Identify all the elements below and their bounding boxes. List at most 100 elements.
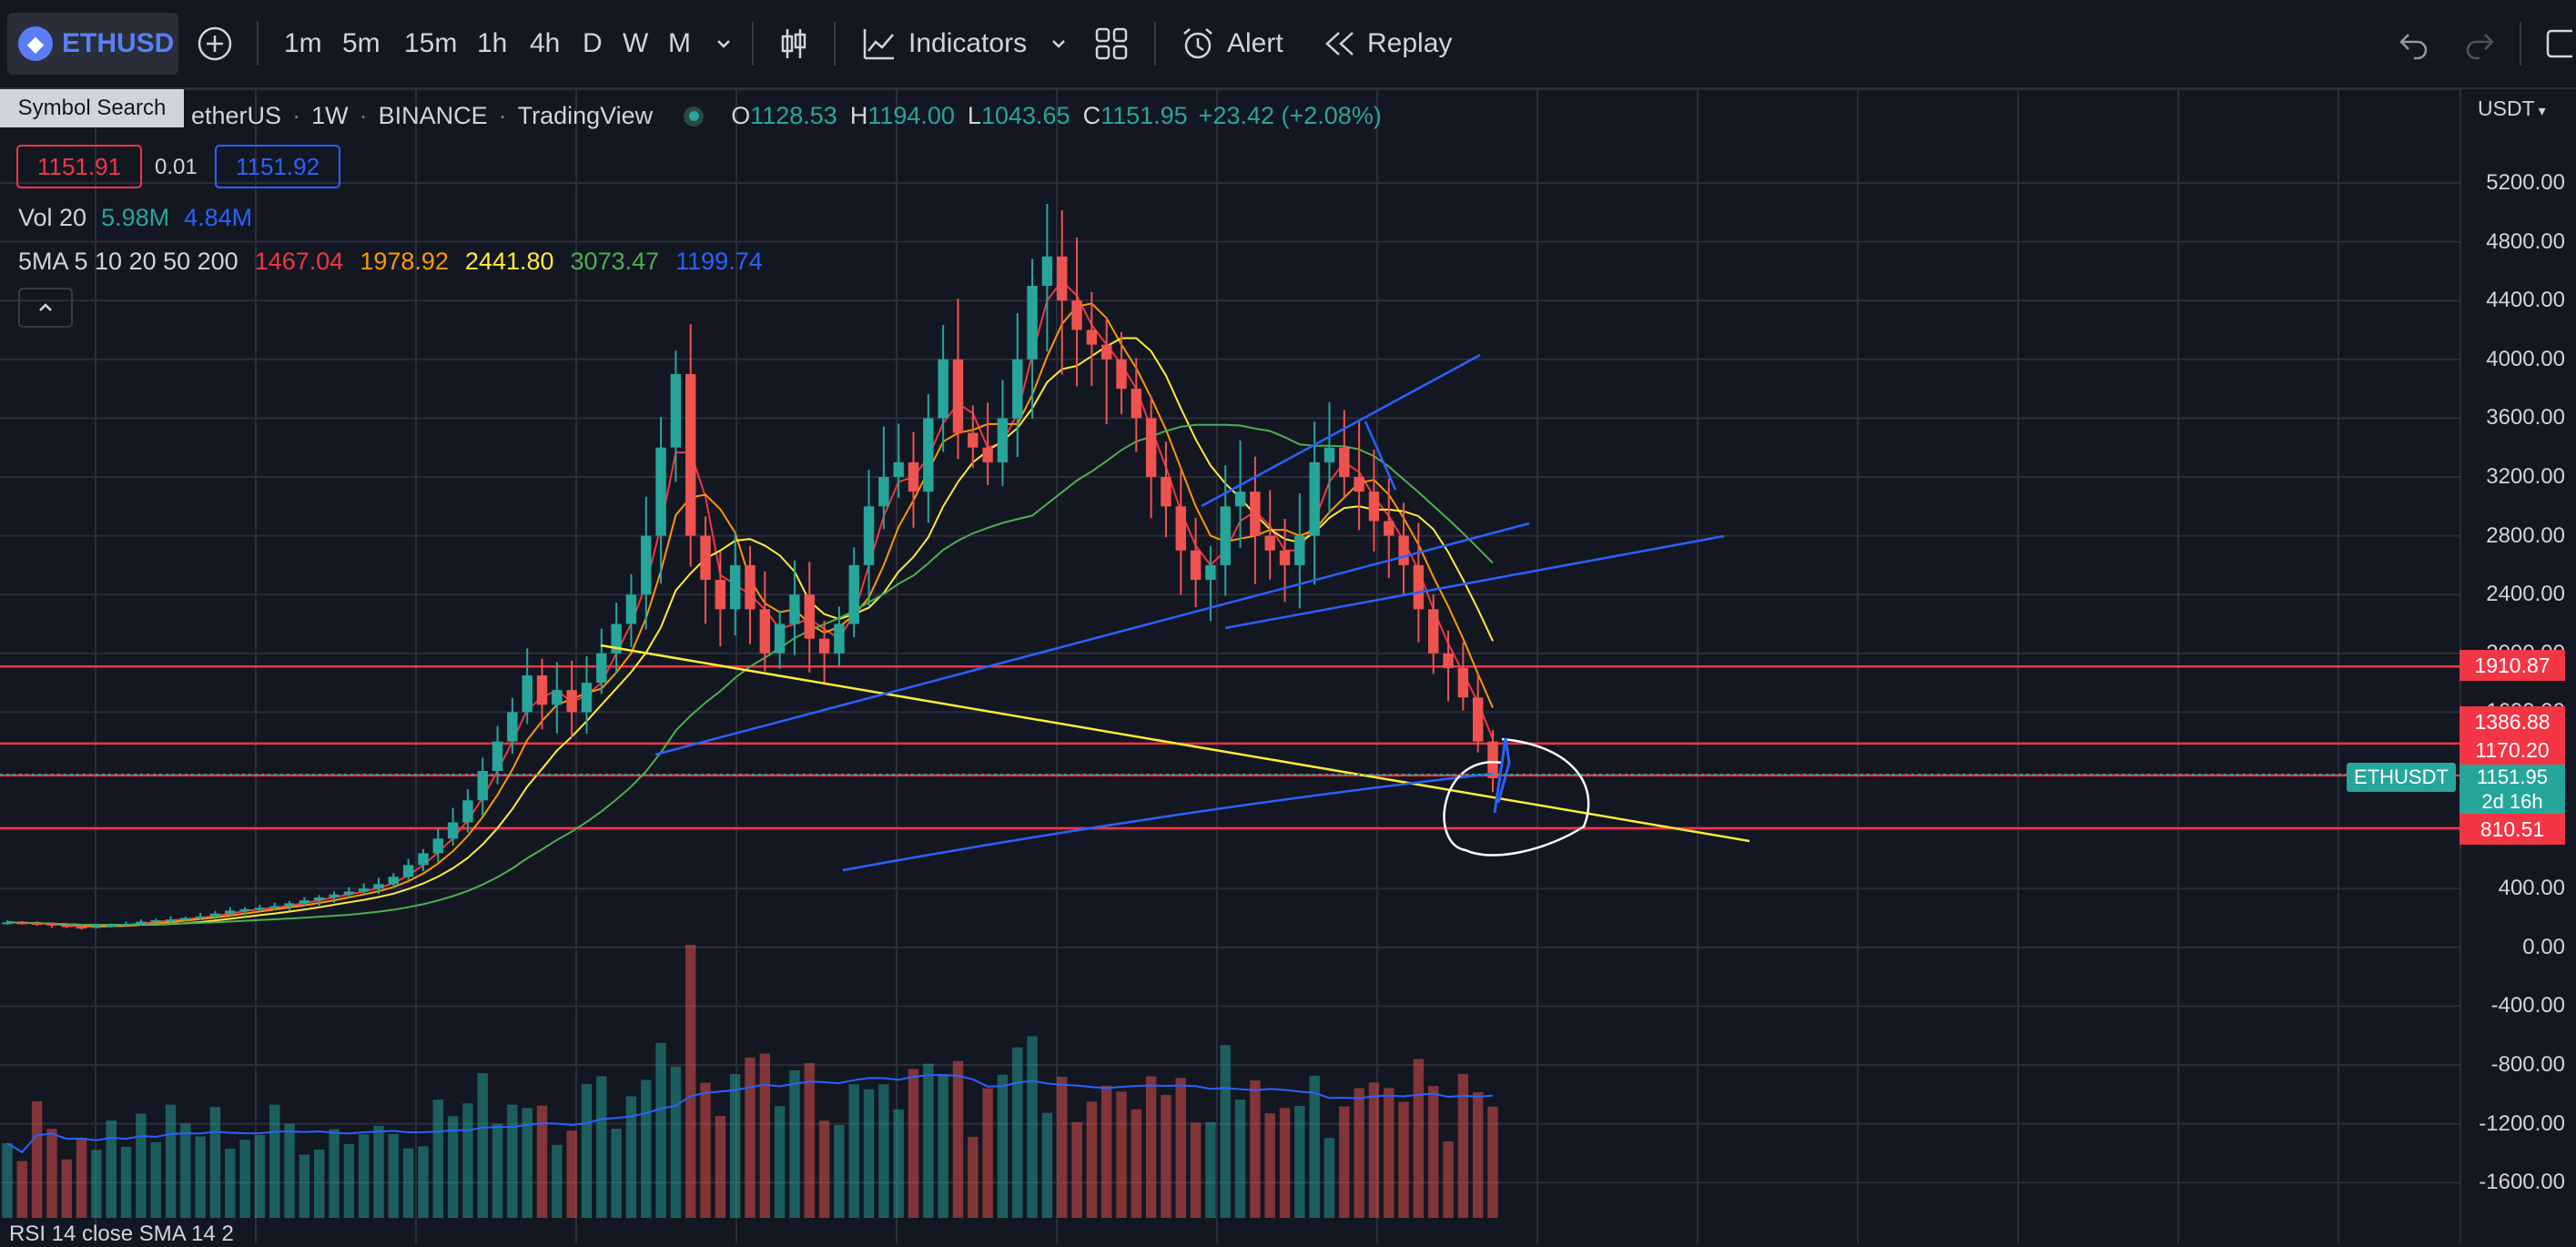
candle-body	[46, 923, 57, 926]
ohlc-open: 1128.53	[750, 102, 837, 129]
candle-body	[923, 418, 934, 492]
candle-body	[1161, 477, 1171, 507]
circle-annotation	[1443, 737, 1590, 857]
undo-button[interactable]	[2398, 0, 2430, 87]
volume-bar	[1220, 1045, 1231, 1218]
ma50-value: 3073.47	[570, 248, 660, 275]
candle-body	[61, 925, 72, 928]
candle-body	[997, 418, 1009, 462]
volume-ma-line	[6, 1073, 1494, 1154]
indicators-dropdown[interactable]	[1049, 0, 1069, 87]
volume-bar	[878, 1084, 889, 1218]
volume-bar	[1443, 1141, 1454, 1218]
candle-body	[1250, 492, 1261, 536]
volume-bar	[1116, 1091, 1127, 1218]
timeframe-d[interactable]: D	[583, 28, 603, 58]
timeframe-15m[interactable]: 15m	[404, 28, 458, 58]
candle-body	[1175, 506, 1186, 551]
currency-selector[interactable]: USDT ▾	[2478, 96, 2546, 120]
volume-bar	[1057, 1077, 1068, 1218]
legend-interval: 1W	[311, 102, 349, 129]
volume-label: Vol 20	[18, 204, 87, 231]
price-chart[interactable]	[0, 89, 2459, 1243]
candle-body	[893, 461, 904, 477]
candle-body	[1487, 741, 1498, 778]
bar-countdown: 2d 16h	[2481, 790, 2543, 813]
volume-legend[interactable]: Vol 20 5.98M 4.84M	[18, 204, 252, 232]
candle-body	[863, 506, 875, 565]
volume-bar	[1145, 1076, 1157, 1218]
ma10-value: 1978.92	[360, 248, 449, 275]
volume-ma-polyline	[6, 1073, 1494, 1154]
volume-bar	[477, 1072, 488, 1218]
timeframe-w[interactable]: W	[623, 28, 649, 58]
timeframe-1m[interactable]: 1m	[284, 28, 322, 58]
replay-button[interactable]: Replay	[1323, 0, 1452, 87]
volume-bar	[1339, 1106, 1350, 1218]
candlestick-icon	[781, 29, 806, 58]
volume-bar	[997, 1074, 1009, 1218]
ma-label: 5MA 5 10 20 50 200	[18, 248, 238, 275]
volume-bar	[1354, 1088, 1364, 1218]
volume-bar	[165, 1104, 177, 1218]
price-tick-label: 2400.00	[2486, 582, 2565, 607]
volume-bar	[566, 1130, 577, 1218]
sell-price-box[interactable]: 1151.91	[16, 145, 142, 188]
redo-button[interactable]	[2463, 0, 2496, 87]
legend-title[interactable]: etherUS · 1W · BINANCE · TradingView O 1…	[191, 102, 1382, 129]
buy-price-box[interactable]: 1151.92	[215, 145, 340, 188]
candle-body	[462, 800, 473, 823]
indicators-icon	[863, 29, 894, 60]
ohlc-close: 1151.95	[1100, 102, 1188, 129]
symbol-price-tag: ETHUSDT	[2347, 763, 2456, 792]
trendline-blue-2	[1224, 534, 1725, 630]
timeframe-dropdown[interactable]	[714, 0, 734, 87]
volume-bar	[834, 1124, 845, 1218]
volume-bar	[269, 1104, 280, 1218]
volume-bar	[120, 1146, 132, 1218]
volume-bar	[1041, 1112, 1053, 1218]
level-label: 1386.88	[2459, 706, 2565, 737]
volume-bar	[1190, 1122, 1202, 1218]
price-tick-label: 3200.00	[2486, 464, 2565, 489]
alert-button[interactable]: Alert	[1180, 0, 1283, 87]
layout-button[interactable]	[1094, 0, 1129, 87]
ohlc-high: 1194.00	[867, 102, 955, 129]
symbol-button[interactable]: ◆ ETHUSD	[7, 13, 178, 75]
candle-body	[507, 712, 518, 742]
ma-legend[interactable]: 5MA 5 10 20 50 200 1467.04 1978.92 2441.…	[18, 248, 763, 276]
volume-bar	[1279, 1108, 1291, 1218]
candle-body	[1131, 389, 1142, 419]
add-symbol-button[interactable]	[197, 0, 233, 87]
candle-body	[209, 913, 221, 917]
volume-bar	[1428, 1086, 1439, 1218]
candle-body	[492, 741, 503, 771]
candle-body	[1368, 492, 1380, 522]
candle-body	[1041, 256, 1053, 287]
volume-bar	[402, 1148, 414, 1218]
volume-value: 5.98M	[101, 204, 170, 231]
volume-bar	[745, 1057, 756, 1218]
toolbar-divider	[1154, 22, 1156, 66]
candle-body	[284, 903, 295, 907]
volume-bar	[938, 1075, 948, 1218]
chart-type-button[interactable]	[779, 0, 808, 87]
rsi-legend[interactable]: RSI 14 close SMA 14 2	[9, 1222, 234, 1246]
timeframe-m[interactable]: M	[668, 28, 691, 58]
volume-bar	[1294, 1106, 1305, 1218]
volume-bar	[552, 1144, 563, 1218]
indicators-button[interactable]: Indicators	[861, 0, 1027, 87]
ohlc-high-label: H	[849, 102, 868, 129]
price-tick-label: -800.00	[2490, 1052, 2565, 1077]
legend-collapse-button[interactable]	[18, 288, 73, 328]
chevron-up-icon	[39, 303, 52, 311]
timeframe-1h[interactable]: 1h	[477, 28, 508, 58]
candle-body	[358, 888, 370, 892]
volume-bar	[2, 1142, 13, 1218]
fullscreen-button[interactable]	[2545, 0, 2572, 87]
volume-bar	[759, 1053, 771, 1218]
price-tick-label: 3600.00	[2486, 405, 2565, 431]
timeframe-5m[interactable]: 5m	[342, 28, 380, 58]
volume-bar	[507, 1104, 518, 1218]
timeframe-4h[interactable]: 4h	[530, 28, 561, 58]
